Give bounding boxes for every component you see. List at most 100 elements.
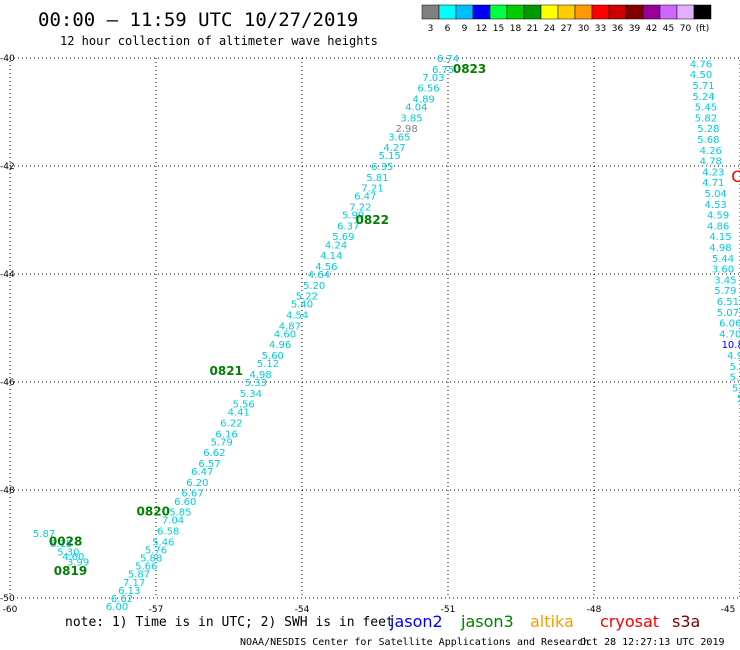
y-tick-label: -42: [0, 162, 15, 172]
wave-height-point: 3.65: [388, 132, 410, 143]
wave-height-point: 6.15: [50, 539, 72, 550]
wave-height-point: 4.71: [702, 178, 724, 189]
wave-height-point: 5.5: [732, 383, 740, 394]
satellite-name-altika: altika: [530, 612, 574, 631]
wave-height-point: 6.47: [191, 467, 213, 478]
colorbar-swatch: [591, 4, 610, 20]
wave-height-point: 4.64: [308, 270, 330, 281]
colorbar-swatch: [438, 4, 457, 20]
wave-height-point: 6.37: [337, 221, 359, 232]
plot-area: -60 -57 -54 -51 -48 -45 -40 -42 -44 -46 -48 -50 6.74…: [0, 54, 740, 615]
colorbar-swatch: [625, 4, 644, 20]
wave-height-point: 6.62: [203, 448, 225, 459]
wave-height-point: 6.20: [186, 478, 208, 489]
wave-height-point: 5.46: [152, 537, 174, 548]
wave-height-point: 4.96: [269, 340, 291, 351]
colorbar-swatch: [489, 4, 508, 20]
wave-height-point: 5.04: [705, 189, 727, 200]
wave-height-point: 5.15: [378, 151, 400, 162]
wave-height-point: 5.71: [692, 81, 714, 92]
wave-height-point: 5.56: [232, 400, 254, 411]
wave-height-point: 5.07: [717, 308, 739, 319]
wave-height-point: 5.60: [262, 351, 284, 362]
wave-height-point: 5.99: [342, 211, 364, 222]
footer: note: 1) Time is in UTC; 2) SWH is in fe…: [65, 612, 725, 648]
x-tick-label: -57: [149, 605, 164, 615]
timestamp-text: Oct 28 12:27:13 UTC 2019: [580, 637, 725, 648]
colorbar-label: 42: [646, 24, 657, 34]
wave-height-point: 7.17: [123, 578, 145, 589]
wave-height-point: 4.59: [707, 211, 729, 222]
y-tick-label: -46: [0, 378, 15, 388]
wave-height-point: 5.24: [692, 92, 714, 103]
wave-height-point: 7.21: [361, 184, 383, 195]
time-label: 0823: [453, 62, 486, 76]
offmap-label: C: [731, 167, 740, 186]
wave-height-point: 5.69: [332, 232, 354, 243]
wave-height-point: 4.50: [690, 70, 712, 81]
wave-height-point: 6.75: [432, 65, 454, 76]
wave-height-point: 6.74: [437, 54, 459, 65]
wave-height-point: 4.14: [320, 251, 342, 262]
colorbar-swatch: [540, 4, 559, 20]
colorbar-swatch: [693, 4, 712, 20]
wave-height-point: 5.79: [211, 437, 233, 448]
colorbar-label: 70: [680, 24, 692, 34]
wave-height-point: 4.56: [315, 262, 337, 273]
colorbar-swatch: [574, 4, 593, 20]
wave-height-point: 5.88: [140, 554, 162, 565]
wave-height-point: 6.06: [719, 319, 740, 330]
wave-height-point: 7.03: [422, 73, 444, 84]
footer-note: note: 1) Time is in UTC; 2) SWH is in fe…: [65, 615, 394, 630]
wave-height-point: 6.00: [106, 602, 128, 613]
wave-height-point: 6.56: [417, 84, 439, 95]
colorbar-label: 30: [578, 24, 590, 34]
wave-height-point: 4.23: [702, 167, 724, 178]
wave-height-point: 7.22: [349, 203, 371, 214]
wave-height-point: 5.28: [697, 124, 719, 135]
x-tick-label: -51: [441, 605, 456, 615]
wave-height-point: 5.87: [128, 570, 150, 581]
wave-height-point: 5.85: [169, 508, 191, 519]
y-tick-label: -50: [0, 594, 15, 604]
wave-height-point: 4.27: [383, 143, 405, 154]
colorbar-label: 36: [612, 24, 624, 34]
satellite-name-s3a: s3a: [672, 612, 700, 631]
time-label: 0822: [356, 213, 389, 227]
satellite-legend: jason2 jason3 altika cryosat s3a: [389, 612, 700, 631]
colorbar-swatch: [676, 4, 695, 20]
wave-height-point: 4.54: [286, 311, 308, 322]
wave-height-point: 5.66: [135, 562, 157, 573]
colorbar-label: 15: [493, 24, 504, 34]
wave-height-point: 5.30: [57, 548, 79, 559]
wave-height-point: 4.41: [228, 408, 250, 419]
wave-height-point: 4.60: [62, 552, 84, 563]
satellite-name-cryosat: cryosat: [600, 612, 659, 631]
time-label: 0821: [210, 364, 243, 378]
wave-height-point: 5.81: [366, 173, 388, 184]
colorbar-swatch: [608, 4, 627, 20]
wave-height-point: 4.87: [279, 321, 301, 332]
wave-height-point: 5.87: [33, 529, 55, 540]
colorbar-label: 45: [663, 24, 674, 34]
chart-subtitle: 12 hour collection of altimeter wave hei…: [60, 34, 378, 48]
wave-height-point: 10.8: [722, 340, 740, 351]
colorbar-label: 18: [510, 24, 522, 34]
x-tick-label: -54: [295, 605, 310, 615]
satellite-name-jason3: jason3: [460, 612, 514, 631]
wave-height-point: 3.45: [714, 275, 736, 286]
colorbar-label: 39: [629, 24, 641, 34]
time-label: 0820: [137, 505, 170, 519]
wave-height-point: 5.76: [145, 545, 167, 556]
wave-height-point: 3.85: [400, 113, 422, 124]
credit-text: NOAA/NESDIS Center for Satellite Applica…: [240, 637, 589, 648]
track-group: 5.876.155.304.603.99: [33, 529, 89, 568]
wave-height-point: 6.22: [220, 419, 242, 430]
y-tick-label: -44: [0, 270, 15, 280]
wave-height-point: 5.3: [730, 362, 740, 373]
wave-height-point: 2.98: [396, 124, 418, 135]
time-label: 0028: [49, 534, 82, 548]
wave-height-point: 5.45: [695, 103, 717, 114]
colorbar-label: 9: [462, 24, 468, 34]
wave-height-point: 5.44: [712, 254, 734, 265]
